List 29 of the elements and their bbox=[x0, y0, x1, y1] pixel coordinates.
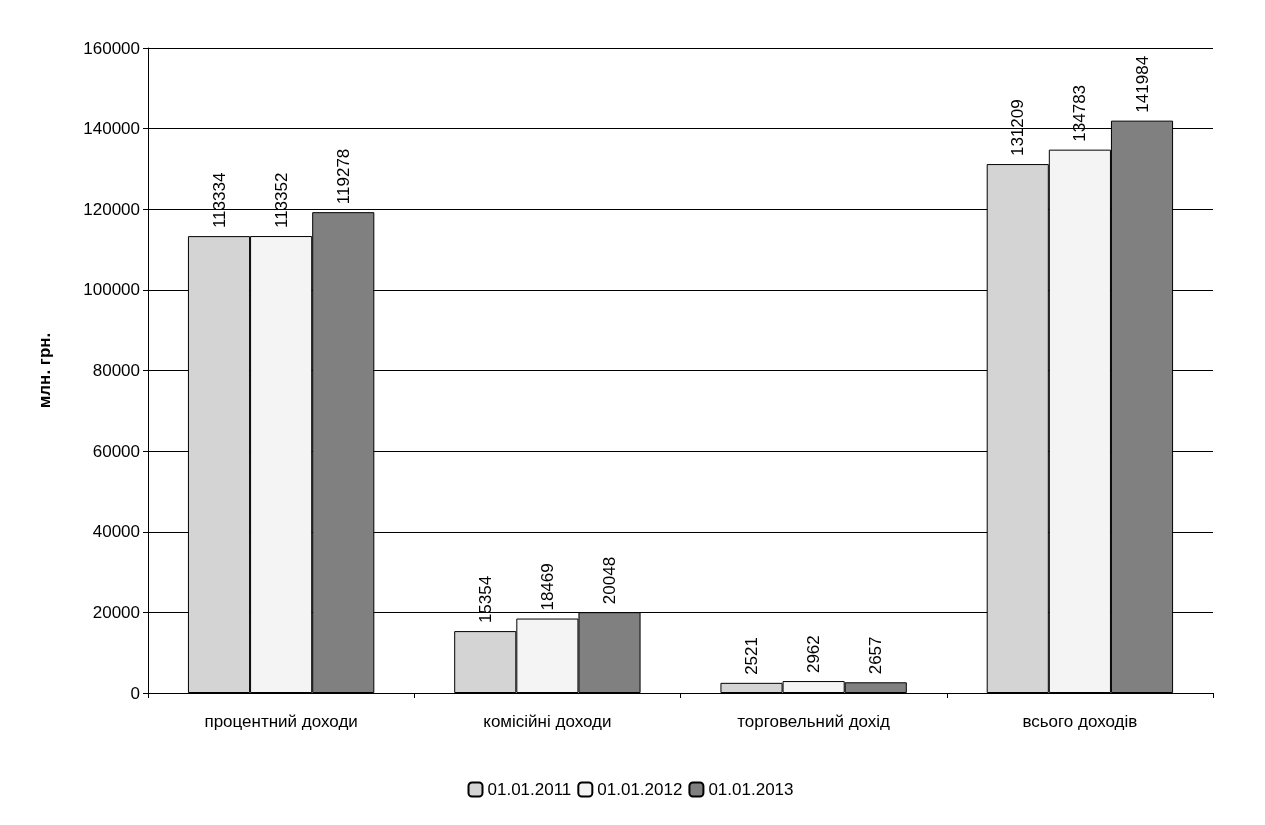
data-label: 113334 bbox=[209, 172, 229, 229]
data-label: 20048 bbox=[600, 556, 619, 605]
x-tick-label: торговельний дохід bbox=[737, 712, 891, 731]
x-tick-label: комісійні доходи bbox=[483, 712, 612, 731]
data-label: 15354 bbox=[475, 575, 495, 624]
data-label: 2657 bbox=[866, 636, 886, 675]
legend-label: 01.01.2012 bbox=[597, 780, 683, 799]
data-label: 134783 bbox=[1070, 84, 1090, 142]
y-tick-label: 80000 bbox=[92, 361, 140, 380]
x-tick-label: всього доходів bbox=[1022, 712, 1138, 731]
y-tick-label: 40000 bbox=[92, 522, 140, 542]
x-tick-label: процентний доходи bbox=[204, 712, 358, 731]
y-tick-label: 100000 bbox=[83, 280, 140, 300]
data-label: 113352 bbox=[271, 172, 291, 229]
legend-label: 01.01.2013 bbox=[708, 780, 794, 799]
data-label: 2962 bbox=[804, 635, 824, 674]
y-tick-label: 20000 bbox=[92, 602, 140, 622]
data-label: 2521 bbox=[742, 637, 761, 675]
data-label: 131209 bbox=[1008, 99, 1028, 157]
y-axis-title: млн. грн. bbox=[35, 332, 54, 409]
y-tick-label: 120000 bbox=[83, 199, 140, 219]
y-tick-label: 140000 bbox=[83, 119, 140, 139]
y-tick-label: 60000 bbox=[92, 441, 140, 461]
data-label: 119278 bbox=[333, 148, 353, 205]
data-label: 141984 bbox=[1132, 55, 1152, 113]
legend-label: 01.01.2011 bbox=[487, 780, 572, 799]
y-tick-label: 160000 bbox=[83, 38, 140, 58]
y-tick-label: 0 bbox=[130, 683, 140, 703]
data-label: 18469 bbox=[537, 563, 557, 611]
